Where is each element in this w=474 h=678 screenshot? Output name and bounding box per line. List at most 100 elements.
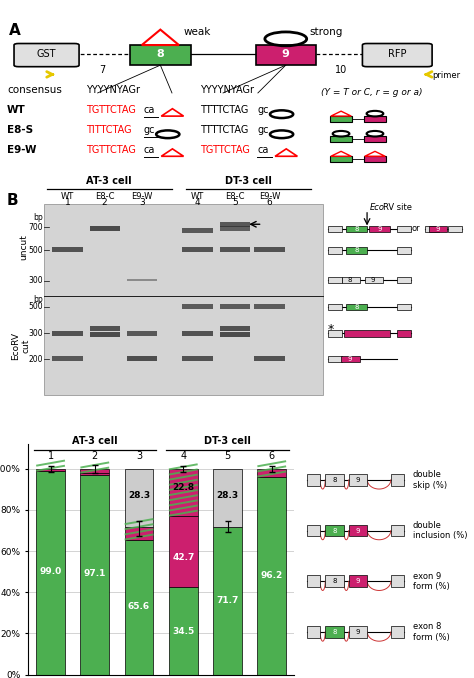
Bar: [219, 226, 250, 231]
Bar: [52, 355, 82, 361]
Bar: [365, 277, 383, 283]
Bar: [346, 304, 367, 310]
Text: 8: 8: [156, 49, 164, 60]
Bar: [346, 247, 367, 254]
Text: exon 8
form (%): exon 8 form (%): [413, 622, 449, 641]
Text: AT-3 cell: AT-3 cell: [72, 436, 118, 446]
Text: 8: 8: [347, 277, 352, 283]
Text: ca: ca: [257, 145, 269, 155]
Text: consensus: consensus: [7, 85, 62, 95]
Text: E8-C: E8-C: [95, 192, 114, 201]
Text: gc: gc: [257, 105, 269, 115]
Text: 700: 700: [28, 223, 43, 232]
Text: YYYYNYAGr: YYYYNYAGr: [86, 85, 140, 95]
Bar: [36, 471, 65, 675]
Bar: [330, 157, 352, 163]
Text: TTTTCTAG: TTTTCTAG: [200, 125, 248, 135]
Text: E9-W: E9-W: [7, 145, 36, 155]
Text: gc: gc: [144, 125, 155, 135]
Text: 200: 200: [28, 355, 43, 363]
Bar: [127, 331, 157, 336]
Text: 4: 4: [195, 198, 201, 207]
Bar: [346, 226, 367, 232]
Text: 5: 5: [232, 198, 237, 207]
Text: 9: 9: [378, 226, 382, 232]
Bar: [349, 576, 367, 587]
Text: E9-W: E9-W: [259, 192, 280, 201]
FancyBboxPatch shape: [14, 43, 79, 66]
Bar: [36, 468, 65, 471]
Bar: [349, 525, 367, 536]
Bar: [341, 356, 360, 362]
Bar: [391, 626, 404, 638]
Bar: [219, 332, 250, 337]
Bar: [213, 468, 242, 527]
Bar: [397, 277, 411, 283]
Bar: [330, 116, 352, 122]
Text: 8: 8: [332, 578, 337, 584]
Bar: [325, 576, 344, 587]
Bar: [328, 330, 341, 336]
Text: 9: 9: [371, 277, 375, 283]
Bar: [125, 540, 154, 675]
Bar: [328, 247, 341, 254]
Text: 500: 500: [28, 245, 43, 254]
Text: 1: 1: [64, 198, 70, 207]
Text: bp: bp: [33, 295, 43, 304]
Text: 99.0: 99.0: [39, 567, 62, 576]
Text: gc: gc: [257, 125, 269, 135]
Text: TGTTCTAG: TGTTCTAG: [86, 105, 136, 115]
Text: 28.3: 28.3: [128, 491, 150, 500]
Bar: [307, 474, 320, 485]
Text: 10: 10: [336, 65, 347, 75]
Text: 4: 4: [180, 451, 186, 460]
Bar: [364, 157, 386, 163]
Bar: [391, 474, 404, 485]
Text: 8: 8: [332, 527, 337, 534]
Text: or: or: [411, 224, 420, 233]
Text: DT-3 cell: DT-3 cell: [225, 176, 272, 186]
Bar: [52, 247, 82, 252]
Text: 28.3: 28.3: [217, 491, 238, 500]
Bar: [213, 527, 242, 675]
Text: EcoRV
cut: EcoRV cut: [11, 332, 31, 360]
Text: *: *: [328, 323, 334, 336]
Text: 42.7: 42.7: [172, 553, 194, 562]
Bar: [364, 136, 386, 142]
Text: 6: 6: [267, 198, 273, 207]
Text: 97.1: 97.1: [83, 570, 106, 578]
Text: WT: WT: [7, 105, 26, 115]
Bar: [90, 332, 120, 337]
Text: RFP: RFP: [388, 49, 407, 60]
Text: 8: 8: [355, 304, 359, 310]
Bar: [182, 331, 213, 336]
Text: TGTTCTAG: TGTTCTAG: [86, 145, 136, 155]
Bar: [429, 226, 447, 232]
Bar: [81, 473, 109, 475]
Text: 8: 8: [332, 629, 337, 635]
Bar: [391, 576, 404, 587]
Bar: [219, 304, 250, 309]
Bar: [169, 586, 198, 675]
Text: E8-C: E8-C: [225, 192, 245, 201]
Text: 8: 8: [332, 477, 337, 483]
Bar: [81, 468, 109, 473]
Text: 71.7: 71.7: [216, 596, 239, 605]
Bar: [44, 203, 323, 395]
Bar: [81, 475, 109, 675]
Bar: [169, 516, 198, 586]
Bar: [307, 576, 320, 587]
Bar: [255, 355, 284, 361]
Bar: [328, 226, 341, 232]
Text: 1: 1: [47, 451, 54, 460]
Bar: [325, 525, 344, 536]
Text: bp: bp: [33, 212, 43, 222]
Bar: [90, 226, 120, 231]
Text: double
skip (%): double skip (%): [413, 470, 447, 490]
Bar: [325, 626, 344, 638]
Text: 300: 300: [28, 329, 43, 338]
Bar: [219, 247, 250, 252]
Text: 300: 300: [28, 277, 43, 285]
Bar: [448, 226, 462, 232]
Text: E9-W: E9-W: [131, 192, 153, 201]
